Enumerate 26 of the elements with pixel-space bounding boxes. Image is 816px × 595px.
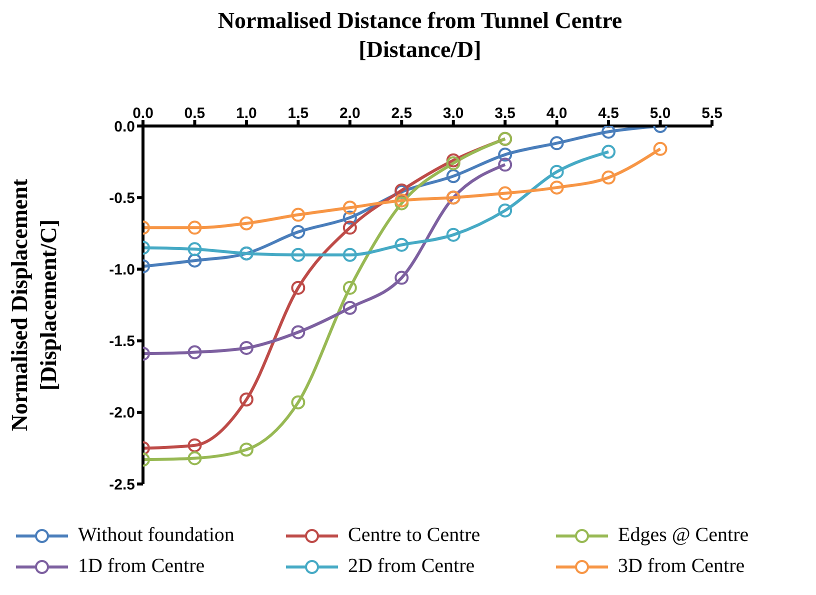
legend-label: Edges @ Centre — [618, 524, 749, 547]
legend-label: 3D from Centre — [618, 555, 745, 578]
x-tick-label: 3.0 — [442, 105, 464, 122]
legend-label: Without foundation — [78, 524, 234, 547]
x-tick-label: 5.0 — [650, 105, 671, 122]
y-tick-label: -1.5 — [109, 333, 135, 350]
legend-label: Centre to Centre — [348, 524, 480, 547]
x-tick-label: 0.0 — [132, 105, 154, 122]
y-tick-label: -2.5 — [109, 476, 135, 494]
x-tick-label: 2.0 — [339, 105, 360, 122]
x-tick-label: 3.5 — [494, 105, 516, 122]
y-tick-label: -0.5 — [109, 190, 135, 207]
y-tick-label: -2.0 — [109, 404, 135, 422]
x-tick-label: 0.5 — [184, 105, 206, 122]
legend-label: 2D from Centre — [348, 555, 475, 578]
x-axis-title: Normalised Distance from Tunnel Centre [Distance/D] — [216, 7, 624, 64]
y-tick-label: 0.0 — [114, 118, 135, 136]
y-axis-title: Normalised Displacement [Displacement/C] — [6, 178, 62, 434]
x-tick-label: 4.5 — [598, 105, 619, 122]
x-tick-label: 4.0 — [546, 105, 568, 122]
y-tick-label: -1.0 — [109, 262, 135, 279]
x-tick-label: 5.5 — [702, 105, 722, 122]
x-tick-label: 1.5 — [288, 105, 309, 122]
x-tick-label: 2.5 — [391, 105, 412, 122]
legend-label: 1D from Centre — [78, 555, 205, 578]
x-tick-label: 1.0 — [236, 105, 257, 122]
